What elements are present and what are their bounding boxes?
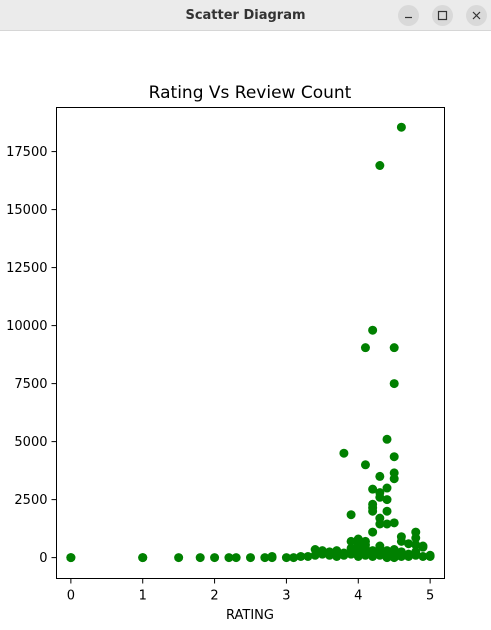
data-point	[382, 434, 392, 444]
title-bar[interactable]: Scatter Diagram	[0, 0, 491, 31]
data-point	[389, 518, 399, 528]
x-tick-label: 2	[210, 589, 218, 604]
data-point	[425, 550, 435, 560]
x-tick-label: 1	[139, 589, 147, 604]
data-point	[375, 519, 385, 529]
data-point	[375, 541, 385, 551]
maximize-icon	[437, 10, 448, 21]
data-point	[224, 553, 234, 563]
data-point	[317, 546, 327, 556]
data-point	[138, 553, 148, 563]
x-axis-label: RATING	[226, 608, 274, 623]
data-point	[404, 549, 414, 559]
close-icon	[472, 11, 481, 20]
data-point	[281, 553, 291, 563]
data-point	[368, 546, 378, 556]
data-point	[375, 161, 385, 171]
data-point	[246, 553, 255, 563]
x-tick-label: 5	[426, 589, 434, 604]
data-point	[360, 343, 370, 353]
data-point	[396, 536, 406, 546]
data-point	[389, 553, 399, 563]
data-point	[66, 553, 76, 563]
y-tick-label: 15000	[6, 203, 47, 218]
data-point	[389, 544, 399, 554]
y-axis-ticks: 0 2500 5000 7500 10000 12500 15000 17500	[6, 145, 57, 566]
data-point	[404, 539, 414, 549]
y-tick-label: 0	[39, 551, 47, 566]
data-point	[382, 553, 392, 563]
data-point	[267, 551, 277, 561]
data-point	[346, 510, 356, 520]
data-points	[66, 122, 435, 563]
x-tick-label: 4	[354, 589, 362, 604]
data-point	[382, 519, 392, 529]
data-point	[411, 540, 421, 550]
x-axis-ticks: 0 1 2 3 4 5	[67, 578, 434, 604]
maximize-button[interactable]	[432, 5, 453, 26]
window-title: Scatter Diagram	[185, 8, 306, 23]
data-point	[411, 547, 421, 557]
data-point	[296, 551, 306, 561]
data-point	[396, 547, 406, 557]
x-tick-label: 0	[67, 589, 75, 604]
data-point	[389, 343, 399, 353]
y-tick-label: 2500	[14, 493, 47, 508]
data-point	[389, 452, 399, 462]
chart-title: Rating Vs Review Count	[149, 83, 352, 103]
data-point	[418, 551, 428, 561]
data-point	[195, 553, 205, 563]
data-point	[411, 533, 421, 543]
data-point	[289, 553, 299, 563]
minimize-icon	[405, 16, 412, 19]
data-point	[174, 553, 184, 563]
data-point	[346, 536, 356, 546]
data-point	[360, 460, 370, 470]
data-point	[389, 379, 399, 389]
data-point	[260, 553, 270, 563]
data-point	[310, 544, 320, 554]
data-point	[231, 553, 241, 563]
minimize-button[interactable]	[398, 5, 419, 26]
data-point	[339, 548, 349, 558]
data-point	[353, 534, 363, 544]
data-point	[375, 471, 385, 481]
data-point	[210, 553, 220, 563]
data-point	[396, 122, 406, 132]
y-tick-label: 7500	[14, 377, 47, 392]
data-point	[332, 546, 342, 556]
data-point	[382, 546, 392, 556]
data-point	[418, 542, 428, 552]
data-point	[360, 540, 370, 550]
y-tick-label: 17500	[6, 145, 47, 160]
data-point	[382, 506, 392, 516]
data-point	[325, 547, 335, 557]
y-tick-label: 12500	[6, 261, 47, 276]
data-point	[303, 551, 313, 561]
x-tick-label: 3	[282, 589, 290, 604]
data-point	[382, 483, 392, 493]
data-point	[339, 448, 349, 458]
data-point	[389, 474, 399, 484]
data-point	[382, 495, 392, 505]
plot-frame	[56, 107, 445, 579]
data-point	[375, 492, 385, 502]
y-tick-label: 10000	[6, 319, 47, 334]
data-point	[368, 484, 378, 494]
data-point	[368, 506, 378, 516]
data-point	[368, 325, 378, 335]
y-tick-label: 5000	[14, 435, 47, 450]
data-point	[346, 543, 356, 553]
close-button[interactable]	[466, 5, 487, 26]
scatter-chart: Rating Vs Review Count 0 2500 5000 7500 1000…	[6, 83, 445, 623]
data-point	[368, 527, 378, 537]
chart-canvas: Rating Vs Review Count 0 2500 5000 7500 1000…	[0, 31, 491, 630]
